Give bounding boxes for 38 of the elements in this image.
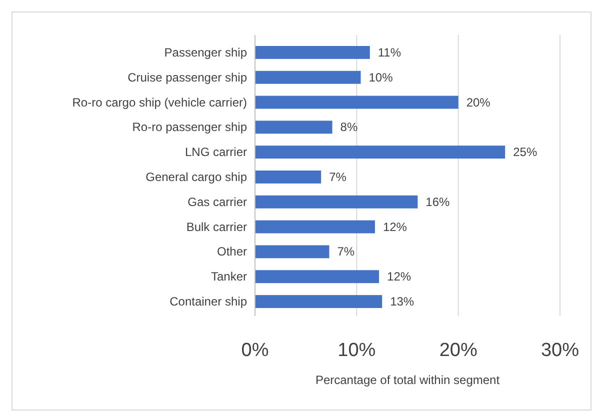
data-label: 8% <box>340 120 358 134</box>
data-label: 16% <box>426 194 450 209</box>
data-label: 12% <box>387 270 412 284</box>
data-label: 13% <box>390 294 414 309</box>
data-label: 20% <box>466 95 491 110</box>
bar <box>255 170 322 184</box>
data-label: 10% <box>368 70 394 84</box>
data-label: 11% <box>378 45 402 60</box>
y-tick-label: Cruise passenger ship <box>128 70 248 84</box>
y-tick-label: Gas carrier <box>188 194 248 209</box>
y-tick-label: LNG carrier <box>184 145 247 160</box>
y-tick-label: Ro-ro passenger ship <box>132 120 248 134</box>
bar <box>255 220 375 234</box>
y-tick-label: Other <box>216 244 247 259</box>
bar <box>255 46 370 59</box>
data-label: 7% <box>329 170 347 184</box>
bar <box>255 70 361 84</box>
bar <box>255 146 506 159</box>
y-tick-label: Bulk carrier <box>186 220 247 234</box>
y-tick-label: General cargo ship <box>146 170 248 184</box>
x-tick-label: 20% <box>439 340 478 361</box>
bar <box>255 195 418 208</box>
x-tick-label: 30% <box>540 340 580 361</box>
bar <box>255 96 458 109</box>
y-tick-label: Container ship <box>170 294 248 309</box>
bar <box>255 245 330 258</box>
y-tick-label: Tanker <box>210 270 247 284</box>
bar <box>255 120 332 134</box>
bar <box>255 270 380 284</box>
x-axis-title: Percantage of total within segment <box>315 373 500 387</box>
x-tick-label: 0% <box>241 340 269 361</box>
data-label: 12% <box>382 220 408 234</box>
y-tick-label: Ro-ro cargo ship (vehicle carrier) <box>72 95 247 110</box>
x-tick-label: 10% <box>338 340 376 361</box>
data-label: 25% <box>513 145 538 160</box>
y-tick-label: Passenger ship <box>164 45 248 60</box>
data-label: 7% <box>337 244 355 259</box>
bar <box>255 295 382 308</box>
